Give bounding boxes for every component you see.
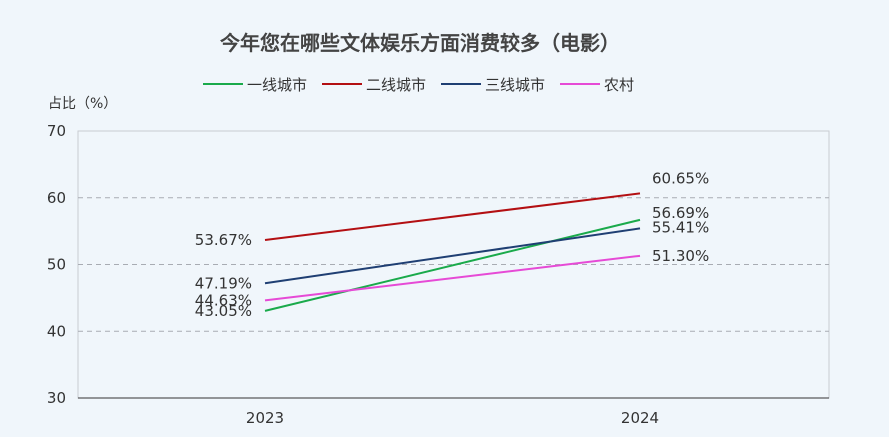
chart-title: 今年您在哪些文体娱乐方面消费较多（电影） bbox=[220, 31, 620, 55]
data-label: 60.65% bbox=[652, 169, 709, 187]
plot-area: 30 40 50 60 70 2023 2024 43.05% 56.69% 53.67% 60.6… bbox=[47, 122, 830, 427]
legend-label: 二线城市 bbox=[366, 76, 426, 94]
data-label: 51.30% bbox=[652, 247, 709, 265]
legend: 一线城市 二线城市 三线城市 农村 bbox=[203, 76, 634, 94]
series-line bbox=[264, 192, 641, 241]
y-tick-label: 50 bbox=[47, 256, 66, 274]
data-label: 43.05% bbox=[195, 302, 252, 320]
data-label: 44.63% bbox=[195, 291, 252, 309]
data-label: 53.67% bbox=[195, 231, 252, 249]
legend-item: 三线城市 bbox=[441, 76, 545, 94]
legend-label: 农村 bbox=[604, 76, 634, 94]
legend-label: 三线城市 bbox=[485, 76, 545, 94]
x-tick-label: 2023 bbox=[246, 409, 284, 427]
x-tick-label: 2024 bbox=[621, 409, 659, 427]
data-label: 55.41% bbox=[652, 218, 709, 236]
data-label: 47.19% bbox=[195, 274, 252, 292]
series-line bbox=[264, 227, 641, 285]
legend-item: 农村 bbox=[560, 76, 634, 94]
legend-label: 一线城市 bbox=[247, 76, 307, 94]
y-tick-label: 40 bbox=[47, 322, 66, 340]
y-axis-label: 占比（%） bbox=[48, 96, 117, 112]
y-tick-label: 70 bbox=[47, 122, 66, 140]
data-label: 56.69% bbox=[652, 204, 709, 222]
y-tick-label: 60 bbox=[47, 189, 66, 207]
series-line bbox=[264, 254, 641, 302]
legend-item: 一线城市 bbox=[203, 76, 307, 94]
y-tick-label: 30 bbox=[47, 389, 66, 407]
series-line bbox=[264, 218, 641, 312]
legend-item: 二线城市 bbox=[322, 76, 426, 94]
